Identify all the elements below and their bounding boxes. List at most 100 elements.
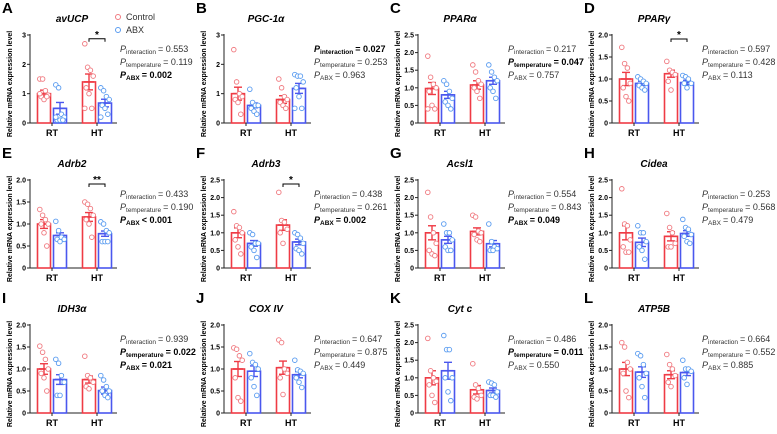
p-value-text: = 0.647 <box>352 334 382 344</box>
p-value-text: = 0.433 <box>158 189 188 199</box>
p-value-temperature: Ptemperature = 0.568 <box>702 202 775 214</box>
x-tick-label: RT <box>240 128 252 138</box>
y-tick-label: 0.5 <box>16 389 26 396</box>
p-subscript: ABX <box>708 365 722 372</box>
y-tick-label: 3 <box>216 33 220 40</box>
p-value-interaction: Pinteraction = 0.939 <box>120 334 188 346</box>
data-point <box>680 357 686 363</box>
significance-stars: * <box>95 30 99 41</box>
data-point <box>299 105 305 112</box>
y-tick-label: 0.5 <box>598 248 608 255</box>
data-point <box>668 383 674 390</box>
data-point <box>254 111 260 117</box>
data-point <box>60 117 66 123</box>
data-point <box>475 385 482 392</box>
data-point <box>488 238 495 245</box>
p-symbol: P <box>314 334 320 344</box>
y-tick-label: 2.5 <box>210 178 220 185</box>
p-value-text: = 0.597 <box>740 44 770 54</box>
data-point <box>433 240 439 247</box>
p-value-text: = 0.021 <box>142 360 172 370</box>
p-value-text: < 0.001 <box>142 215 172 225</box>
panel-l: L ATP5B Relative mRNA expression level 0 0.5… <box>584 290 775 428</box>
data-point <box>643 80 649 87</box>
p-value-text: = 0.428 <box>745 57 775 67</box>
p-symbol: P <box>508 202 514 212</box>
y-tick-label: 1.5 <box>404 358 414 365</box>
data-point <box>635 223 641 229</box>
y-tick-label: 2.0 <box>404 195 414 202</box>
data-point <box>300 240 306 247</box>
x-tick-label: RT <box>434 418 446 428</box>
p-symbol: P <box>120 360 127 370</box>
data-point <box>38 370 44 377</box>
p-subscript: ABX <box>514 75 528 82</box>
y-tick-label: 1.5 <box>210 213 220 220</box>
data-point <box>664 351 670 358</box>
data-point <box>493 95 499 102</box>
data-point <box>299 251 305 257</box>
y-tick-label: 1.0 <box>404 375 414 382</box>
x-tick-label: RT <box>240 418 252 428</box>
data-point <box>643 370 649 377</box>
data-point <box>627 80 633 87</box>
data-point <box>252 361 259 368</box>
p-value-text: = 0.757 <box>529 70 559 80</box>
y-tick-label: 1.5 <box>598 345 608 352</box>
data-point <box>86 221 92 227</box>
data-point <box>293 375 299 381</box>
significance-bracket <box>88 183 106 187</box>
panel-letter: B <box>196 0 207 17</box>
p-subscript: temperature <box>514 352 552 359</box>
data-point <box>249 231 256 238</box>
data-point <box>672 372 678 379</box>
data-point <box>296 247 302 254</box>
data-point <box>57 238 63 245</box>
data-point <box>61 236 67 243</box>
y-tick-label: 0.5 <box>16 244 26 251</box>
y-tick-label: 0 <box>604 121 608 128</box>
data-point <box>491 382 498 388</box>
y-tick-label: 0 <box>604 411 608 418</box>
data-point <box>293 85 299 91</box>
data-point <box>471 231 477 238</box>
data-point <box>42 87 49 94</box>
data-point <box>239 357 245 363</box>
p-subscript: temperature <box>708 207 743 214</box>
y-axis-label: Relative mRNA expression level <box>589 321 596 427</box>
p-value-text: = 0.190 <box>163 202 193 212</box>
y-tick-label: 2.0 <box>210 323 220 330</box>
data-point <box>688 231 694 238</box>
data-point <box>297 73 304 79</box>
data-point <box>470 62 476 68</box>
data-point <box>278 339 285 346</box>
significance-stars: ** <box>93 175 101 186</box>
data-point <box>429 392 435 399</box>
panel-title: Acsl1 <box>446 159 474 170</box>
p-value-interaction: Pinteraction = 0.597 <box>702 44 770 56</box>
p-subscript: interaction <box>708 194 738 201</box>
y-tick-label: 2.0 <box>16 323 26 330</box>
x-tick-label: HT <box>673 418 685 428</box>
panel-title: PPARγ <box>638 14 672 25</box>
y-tick-label: 1.5 <box>210 345 220 352</box>
data-point <box>235 244 241 250</box>
data-point <box>251 383 257 390</box>
data-point <box>668 87 674 93</box>
p-value-interaction: Pinteraction = 0.217 <box>508 44 576 56</box>
data-point <box>684 85 690 91</box>
data-point <box>493 394 499 400</box>
panel-letter: D <box>584 0 595 17</box>
p-symbol: P <box>314 44 321 54</box>
data-point <box>292 105 298 112</box>
data-point <box>486 221 492 227</box>
y-tick-label: 1.0 <box>16 367 26 374</box>
data-point <box>623 388 629 394</box>
data-point <box>430 81 437 88</box>
y-tick-label: 1 <box>22 91 26 98</box>
data-point <box>281 366 288 372</box>
y-tick-label: 3 <box>22 33 26 40</box>
y-tick-label: 1.0 <box>598 367 608 374</box>
y-tick-label: 0 <box>410 121 414 128</box>
data-point <box>277 230 283 236</box>
